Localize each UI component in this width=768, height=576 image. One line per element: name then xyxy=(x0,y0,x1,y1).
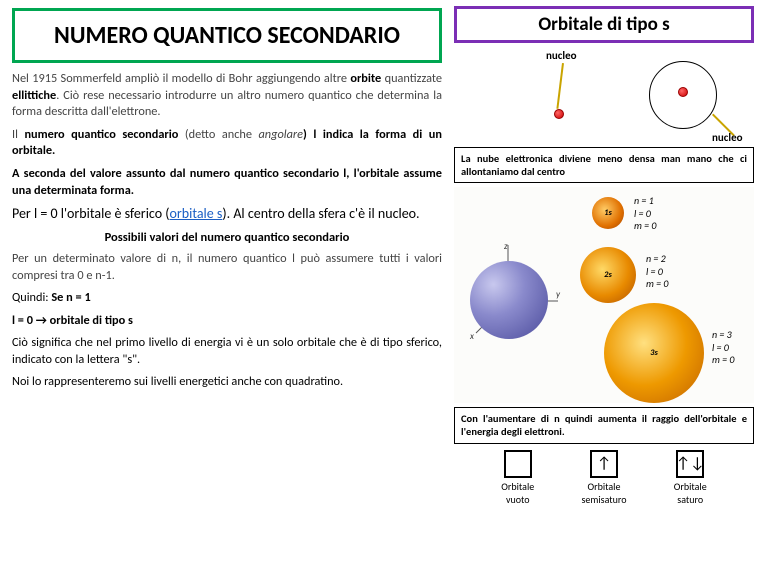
svg-text:x: x xyxy=(469,331,474,342)
caption-2: Con l'aumentare di n quindi aumenta il r… xyxy=(454,407,754,443)
pointer-line-1 xyxy=(556,63,563,109)
half-square-icon: ↑ xyxy=(590,450,618,478)
paragraph-6: Quindi: Se n = 1 xyxy=(12,290,442,307)
paragraph-3: A seconda del valore assunto dal numero … xyxy=(12,166,442,199)
full-square-icon: ↑↓ xyxy=(676,450,704,478)
nucleus-dot-1 xyxy=(554,109,564,119)
subheading: Possibili valori del numero quantico sec… xyxy=(12,230,442,247)
orbitale-s-link[interactable]: orbitale s xyxy=(170,205,223,222)
paragraph-5: Per un determinato valore di n, il numer… xyxy=(12,251,442,284)
orbital-size-diagram: z y x 1s 2s 3s n = 1 l = 0 m = 0 n = 2 l… xyxy=(454,187,754,403)
axis-sphere-panel: z y x xyxy=(458,241,566,349)
paragraph-7: l = 0 → orbitale di tipo s xyxy=(12,313,442,330)
box-full: ↑↓ Orbitale saturo xyxy=(674,450,707,506)
right-column: Orbitale di tipo s nucleo nucleo La nube… xyxy=(454,6,754,506)
paragraph-8: Ciò significa che nel primo livello di e… xyxy=(12,335,442,368)
caption-1: La nube elettronica diviene meno densa m… xyxy=(454,147,754,183)
left-column: NUMERO QUANTICO SECONDARIO Nel 1915 Somm… xyxy=(12,8,442,397)
body-text: Nel 1915 Sommerfeld ampliò il modello di… xyxy=(12,71,442,391)
box-empty: Orbitale vuoto xyxy=(501,450,534,506)
svg-text:y: y xyxy=(556,289,561,300)
orbital-1s: 1s xyxy=(592,197,624,229)
paragraph-2: Il numero quantico secondario (detto anc… xyxy=(12,127,442,160)
sub-title: Orbitale di tipo s xyxy=(454,6,754,43)
paragraph-4: Per l = 0 l'orbitale è sferico (orbitale… xyxy=(12,205,442,224)
paragraph-1: Nel 1915 Sommerfeld ampliò il modello di… xyxy=(12,71,442,121)
orbital-3s: 3s xyxy=(604,303,704,403)
empty-square-icon xyxy=(504,450,532,478)
main-title: NUMERO QUANTICO SECONDARIO xyxy=(12,8,442,63)
nucleo-label-1: nucleo xyxy=(546,49,577,62)
quantum-numbers-3: n = 3 l = 0 m = 0 xyxy=(712,329,734,367)
quantum-numbers-1: n = 1 l = 0 m = 0 xyxy=(634,195,656,233)
blue-sphere xyxy=(470,261,548,339)
quantum-numbers-2: n = 2 l = 0 m = 0 xyxy=(646,253,668,291)
nucleo-label-2: nucleo xyxy=(712,131,743,144)
orbital-2s: 2s xyxy=(580,247,636,303)
box-half: ↑ Orbitale semisaturo xyxy=(581,450,626,506)
orbital-boxes-row: Orbitale vuoto ↑ Orbitale semisaturo ↑↓ … xyxy=(454,450,754,506)
svg-text:z: z xyxy=(504,241,508,252)
paragraph-9: Noi lo rappresenteremo sui livelli energ… xyxy=(12,374,442,391)
nucleus-diagram: nucleo nucleo xyxy=(454,47,754,147)
nucleus-dot-2 xyxy=(678,87,688,97)
